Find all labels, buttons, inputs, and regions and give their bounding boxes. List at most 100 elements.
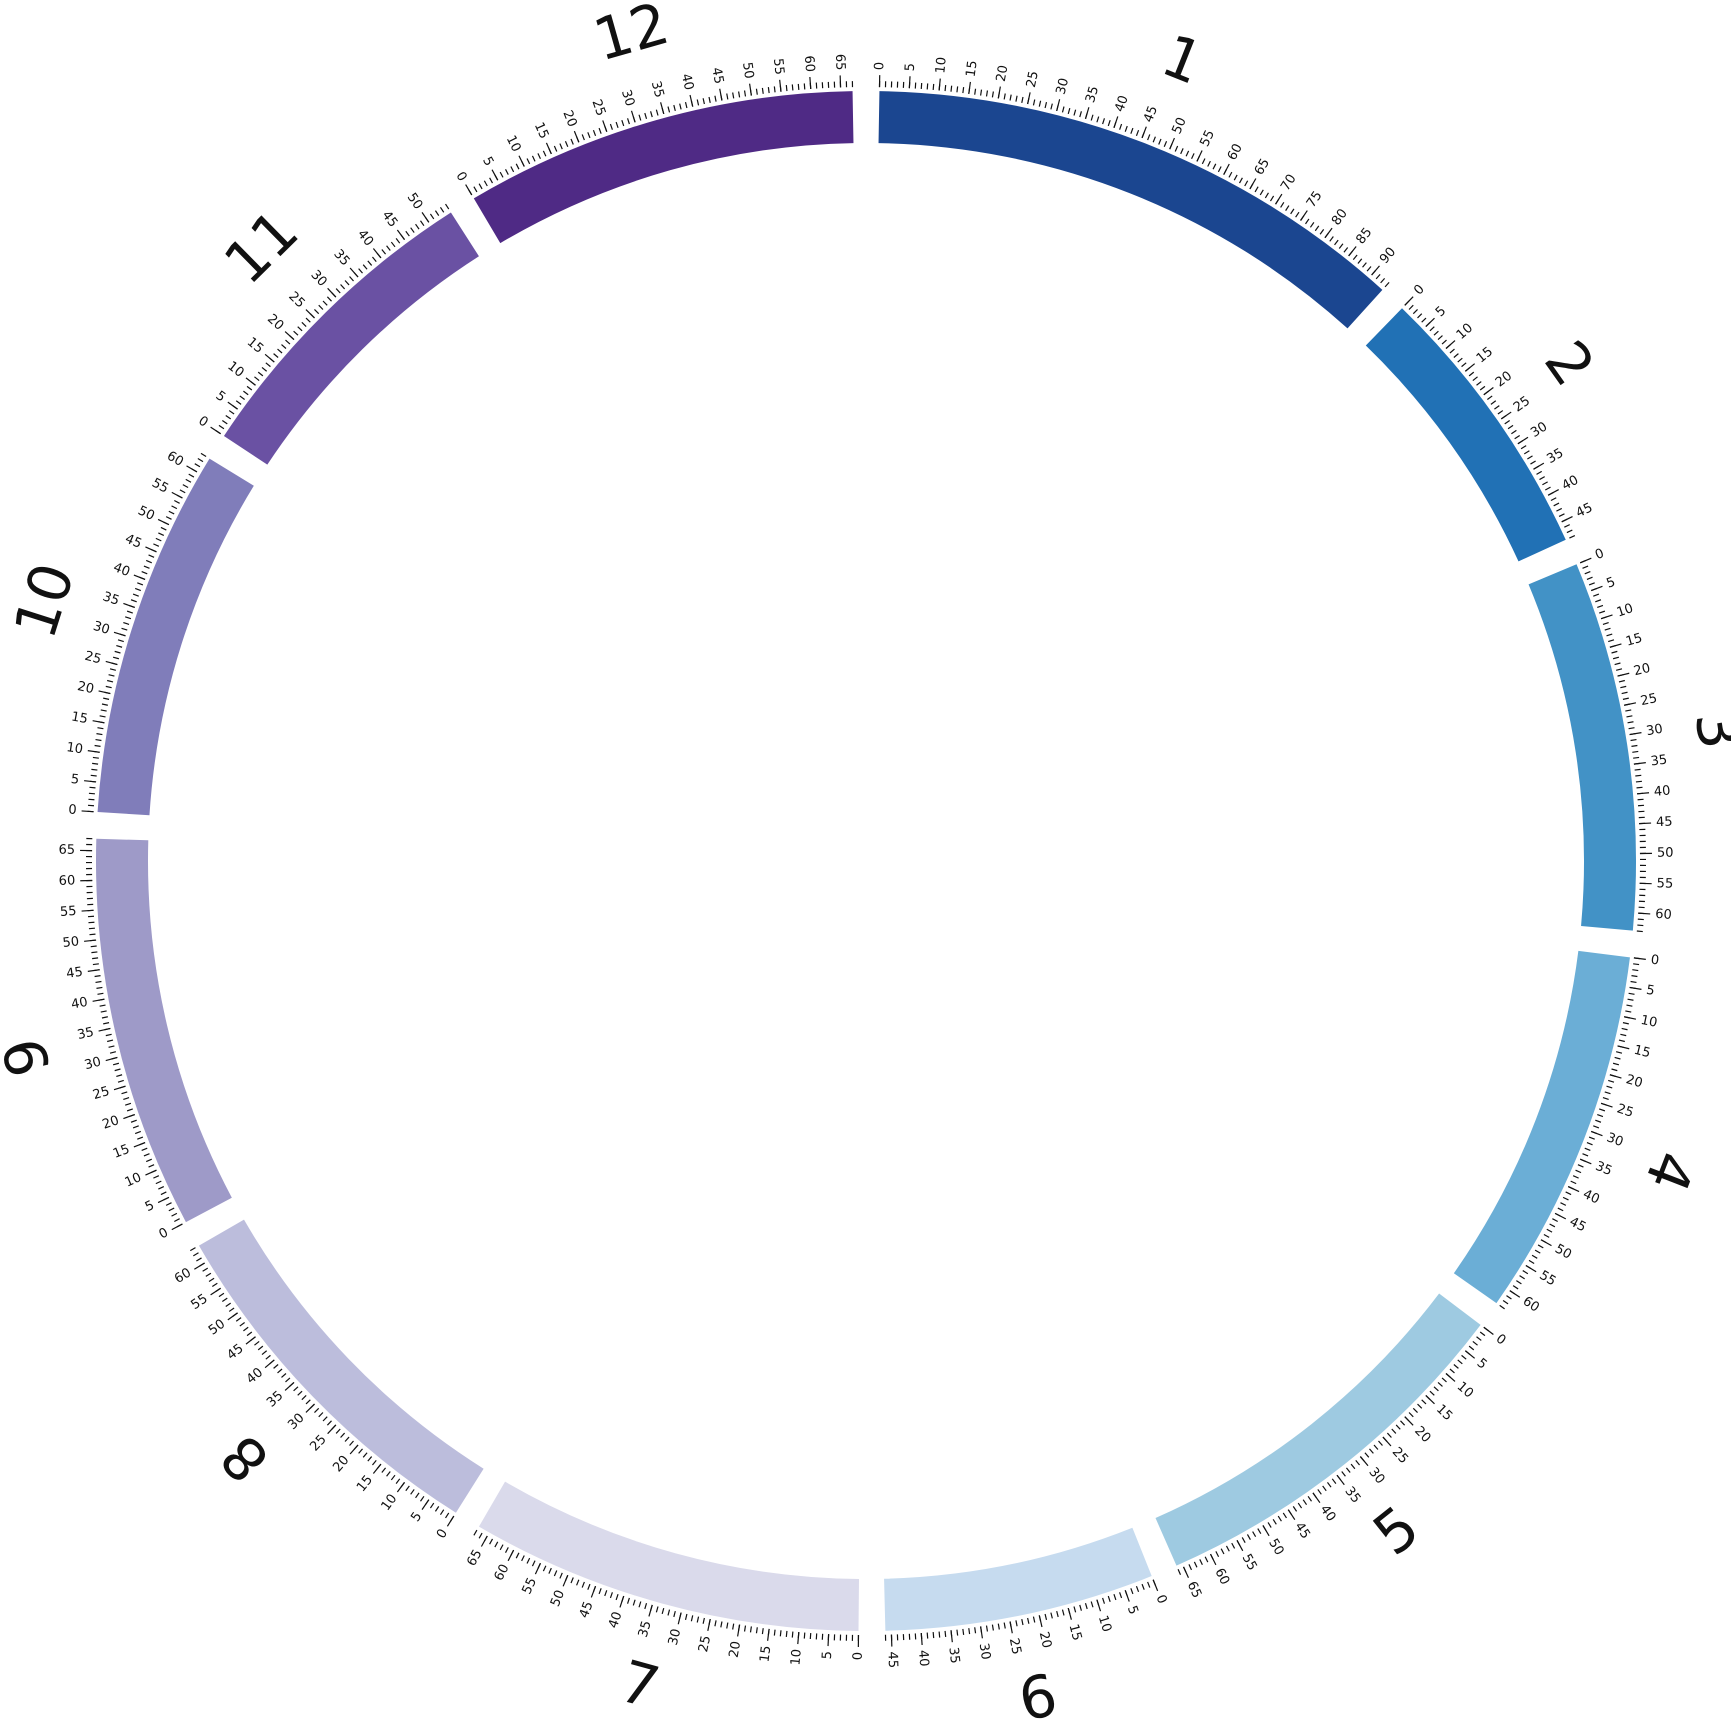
minor-tick [1369,1448,1374,1454]
minor-tick [225,1302,232,1308]
minor-tick [200,452,207,458]
minor-tick [1102,1597,1106,1604]
minor-tick [145,559,152,564]
minor-tick [1163,140,1168,147]
minor-tick [285,339,291,345]
minor-tick [1586,1142,1593,1146]
major-tick [1517,436,1529,445]
minor-tick [340,1432,346,1438]
minor-tick [141,571,148,575]
tick-label: 40 [1653,783,1671,799]
minor-tick [1599,1108,1606,1112]
minor-tick [301,321,307,327]
minor-tick [318,304,324,310]
tick-label: 20 [1632,661,1652,680]
minor-tick [1141,1583,1145,1590]
tick-label: 30 [1054,76,1073,96]
minor-tick [344,280,350,286]
segment-name: 4 [1632,1142,1709,1201]
tick-label: 35 [1544,446,1566,467]
minor-tick [553,1570,558,1577]
minor-tick [415,223,420,230]
minor-tick [1056,1610,1059,1618]
tick-label: 60 [59,873,76,888]
minor-tick [1634,768,1641,771]
minor-tick [390,241,396,248]
minor-tick [1631,975,1638,978]
minor-tick [132,593,139,597]
minor-tick [228,1307,235,1312]
tick-label: 0 [157,1225,171,1242]
tick-label: 5 [1124,1604,1141,1617]
major-tick [1124,1590,1130,1602]
minor-tick [1553,502,1560,507]
major-tick [81,909,94,912]
major-tick [113,631,126,637]
major-tick [396,229,406,240]
tick-label: 15 [1065,1623,1084,1643]
major-tick [446,1515,455,1527]
minor-tick [1073,109,1077,116]
tick-label: 0 [1493,1332,1509,1349]
tick-label: 35 [1083,84,1102,104]
major-tick [1633,957,1646,960]
minor-tick [621,120,625,127]
minor-tick [182,484,189,489]
major-tick [349,267,359,278]
minor-tick [1536,470,1543,475]
minor-tick [1212,163,1217,170]
minor-tick [243,1326,249,1332]
minor-tick [1225,1545,1230,1552]
minor-tick [1147,1581,1151,1588]
major-tick [210,1287,221,1296]
minor-tick [362,264,368,270]
minor-tick [153,543,160,547]
segment-name: 9 [0,1031,64,1082]
tick-label: 30 [1645,722,1664,740]
minor-tick [92,756,99,759]
tick-label: 50 [404,190,426,212]
minor-tick [1124,125,1128,132]
minor-tick [155,537,162,542]
minor-tick [100,1010,107,1013]
tick-label: 45 [1141,104,1161,125]
tick-label: 20 [1624,1072,1644,1091]
minor-tick [956,86,959,93]
tick-label: 5 [479,154,496,168]
minor-tick [1355,1459,1361,1466]
minor-tick [791,1631,794,1638]
major-tick [950,1630,953,1643]
minor-tick [609,1592,613,1599]
minor-tick [1566,529,1573,534]
major-tick [1580,557,1592,564]
minor-tick [521,1555,525,1562]
minor-tick [121,627,128,631]
tick-label: 30 [285,1411,307,1433]
minor-tick [1437,1381,1443,1387]
segment-name: 1 [1153,21,1212,98]
tick-label: 15 [531,120,551,141]
minor-tick [932,1632,935,1639]
major-tick [1209,1553,1217,1566]
minor-tick [108,1045,115,1048]
minor-tick [189,1247,196,1252]
major-tick [1236,1539,1244,1552]
tick-label: 5 [903,63,918,72]
major-tick [92,998,105,1002]
minor-tick [473,1529,478,1536]
minor-tick [542,1565,547,1572]
major-tick [677,1612,682,1625]
minor-tick [225,414,232,420]
minor-tick [559,1572,563,1579]
tick-label: 0 [68,803,77,818]
major-tick [590,1585,597,1598]
minor-tick [390,1474,396,1481]
tick-label: 45 [1567,1214,1589,1235]
minor-tick [326,296,332,302]
major-tick [98,1027,111,1032]
minor-tick [1597,604,1604,608]
tick-label: 45 [1656,815,1673,831]
minor-tick [371,256,377,263]
minor-tick [1531,1254,1538,1259]
tick-label: 65 [1252,156,1273,178]
